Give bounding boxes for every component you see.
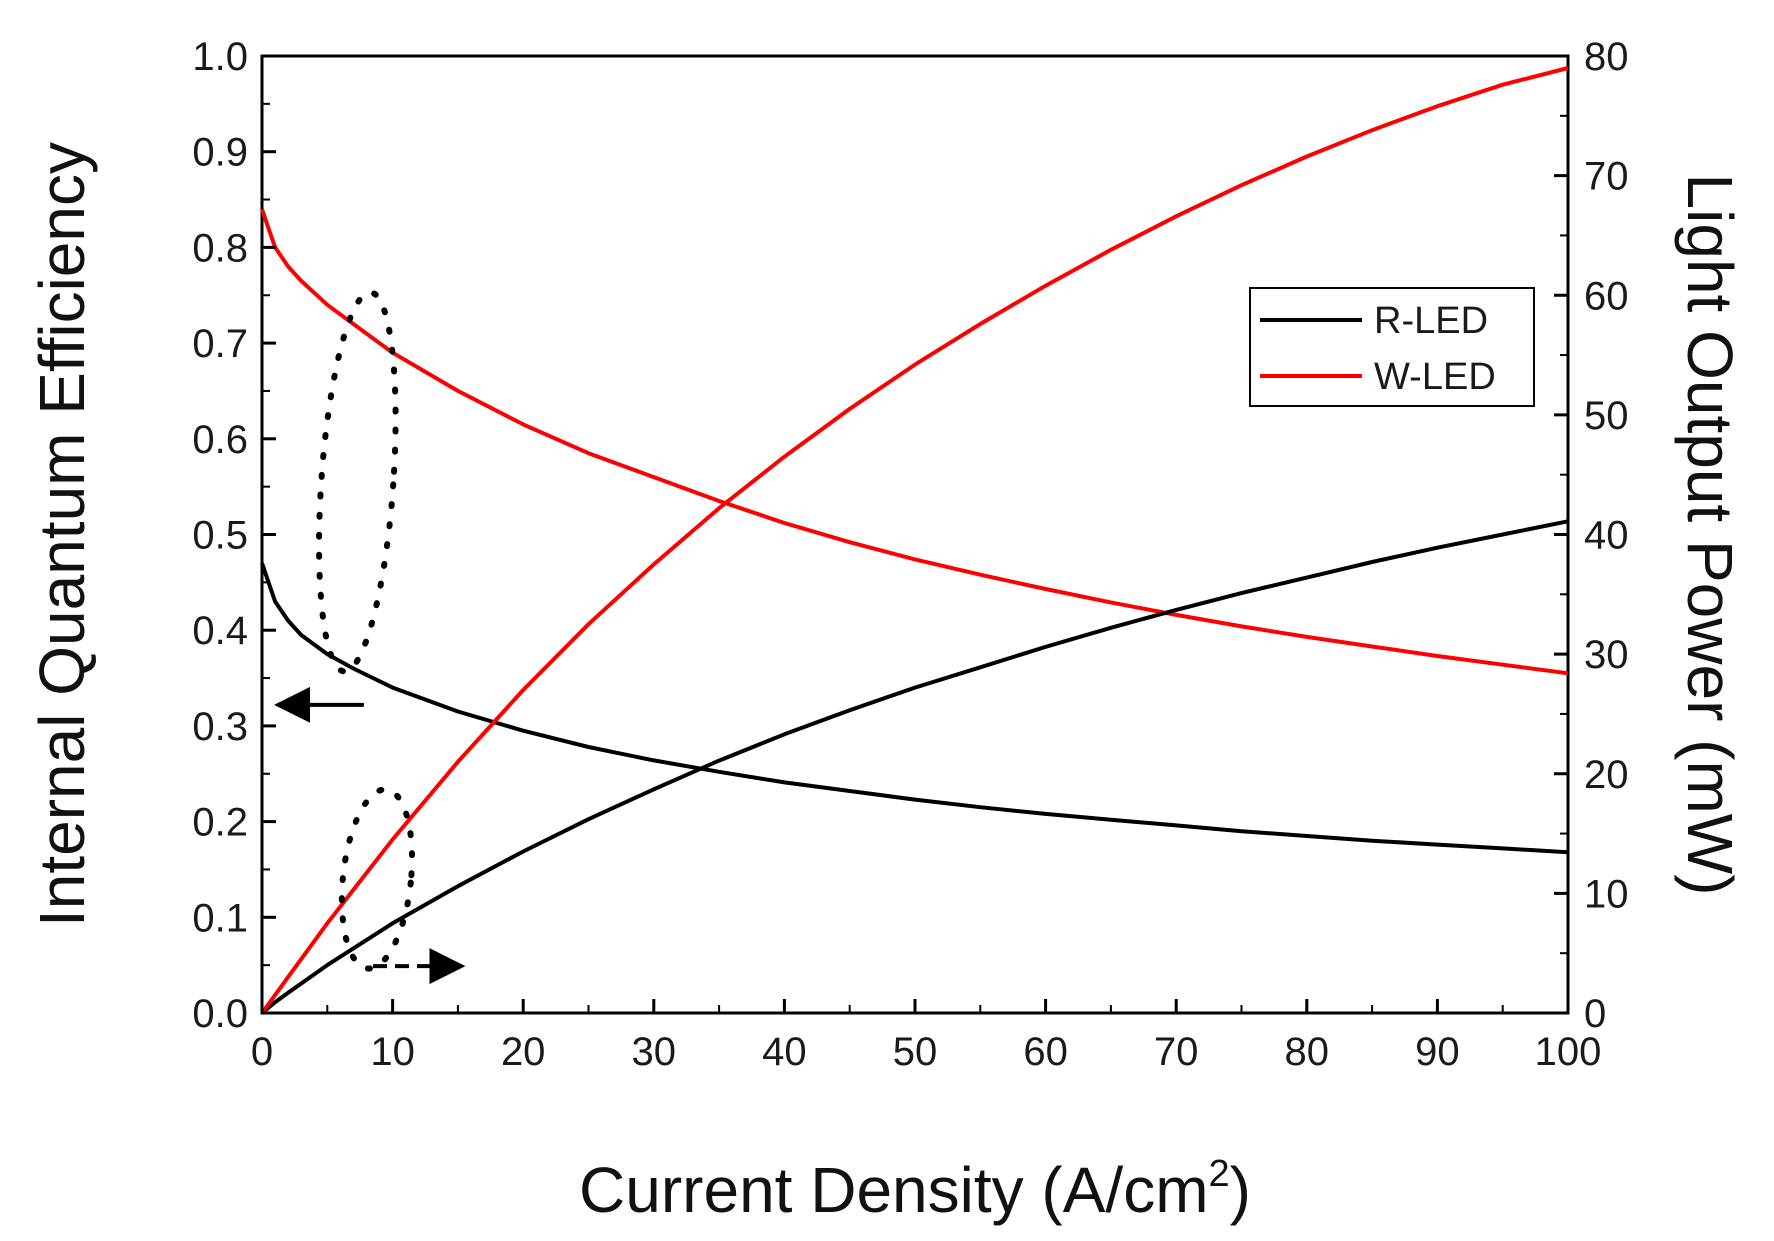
y-left-tick-label: 0.3	[192, 705, 248, 749]
y-right-tick-label: 50	[1584, 394, 1629, 438]
y-right-tick-label: 20	[1584, 753, 1629, 797]
y-axis-right-title: Light Output Power (mW)	[1674, 174, 1746, 896]
x-tick-label: 100	[1535, 1030, 1602, 1074]
x-tick-label: 60	[1023, 1030, 1068, 1074]
y-right-tick-label: 40	[1584, 514, 1629, 558]
legend-box	[1249, 287, 1535, 407]
annotation-ellipse-power	[338, 786, 416, 972]
series-layer	[260, 66, 1569, 1015]
plot-frame	[260, 54, 1570, 1015]
series-line-w-led-power	[260, 66, 1569, 1015]
series-line-w-led-iqe	[260, 208, 1569, 676]
x-tick-label: 20	[501, 1030, 546, 1074]
y-left-tick-label: 0.9	[192, 131, 248, 175]
y-axis-left-title: Internal Quantum Efficiency	[26, 142, 98, 927]
x-tick-label: 70	[1154, 1030, 1199, 1074]
y-right-tick-label: 30	[1584, 633, 1629, 677]
x-tick-label: 30	[632, 1030, 677, 1074]
legend: R-LED W-LED	[1249, 287, 1535, 407]
y-left-tick-label: 0.1	[192, 896, 248, 940]
y-left-tick-label: 0.4	[192, 609, 248, 653]
y-right-tick-label: 80	[1584, 35, 1629, 79]
y-left-tick-label: 0.0	[192, 992, 248, 1036]
plot-border	[260, 54, 1570, 1015]
y-right-tick-label: 0	[1584, 992, 1606, 1036]
y-left-tick-label: 1.0	[192, 35, 248, 79]
x-tick-label: 40	[762, 1030, 807, 1074]
x-tick-label: 80	[1285, 1030, 1330, 1074]
series-line-r-led-power	[260, 519, 1569, 1015]
x-tick-label: 90	[1415, 1030, 1460, 1074]
x-tick-label: 0	[251, 1030, 273, 1074]
annotation-layer	[274, 289, 466, 985]
series-line-r-led-iqe	[260, 562, 1569, 855]
legend-label-w-led: W-LED	[1374, 356, 1496, 398]
x-axis-title: Current Density (A/cm2)	[579, 1153, 1251, 1226]
y-left-tick-label: 0.5	[192, 514, 248, 558]
annotation-ellipse-iqe	[316, 289, 399, 675]
y-right-tick-label: 70	[1584, 155, 1629, 199]
legend-label-r-led: R-LED	[1374, 300, 1488, 342]
x-tick-label: 10	[370, 1030, 415, 1074]
y-left-tick-label: 0.2	[192, 801, 248, 845]
ticks-layer: 0 10 20 30 40 50 60 70 80 90 1000.00.10.20.30.40.5…	[192, 35, 1628, 1074]
y-right-tick-label: 60	[1584, 274, 1629, 318]
y-left-tick-label: 0.7	[192, 322, 248, 366]
x-tick-label: 50	[893, 1030, 938, 1074]
y-right-tick-label: 10	[1584, 872, 1629, 916]
y-left-tick-label: 0.6	[192, 418, 248, 462]
y-left-tick-label: 0.8	[192, 226, 248, 270]
